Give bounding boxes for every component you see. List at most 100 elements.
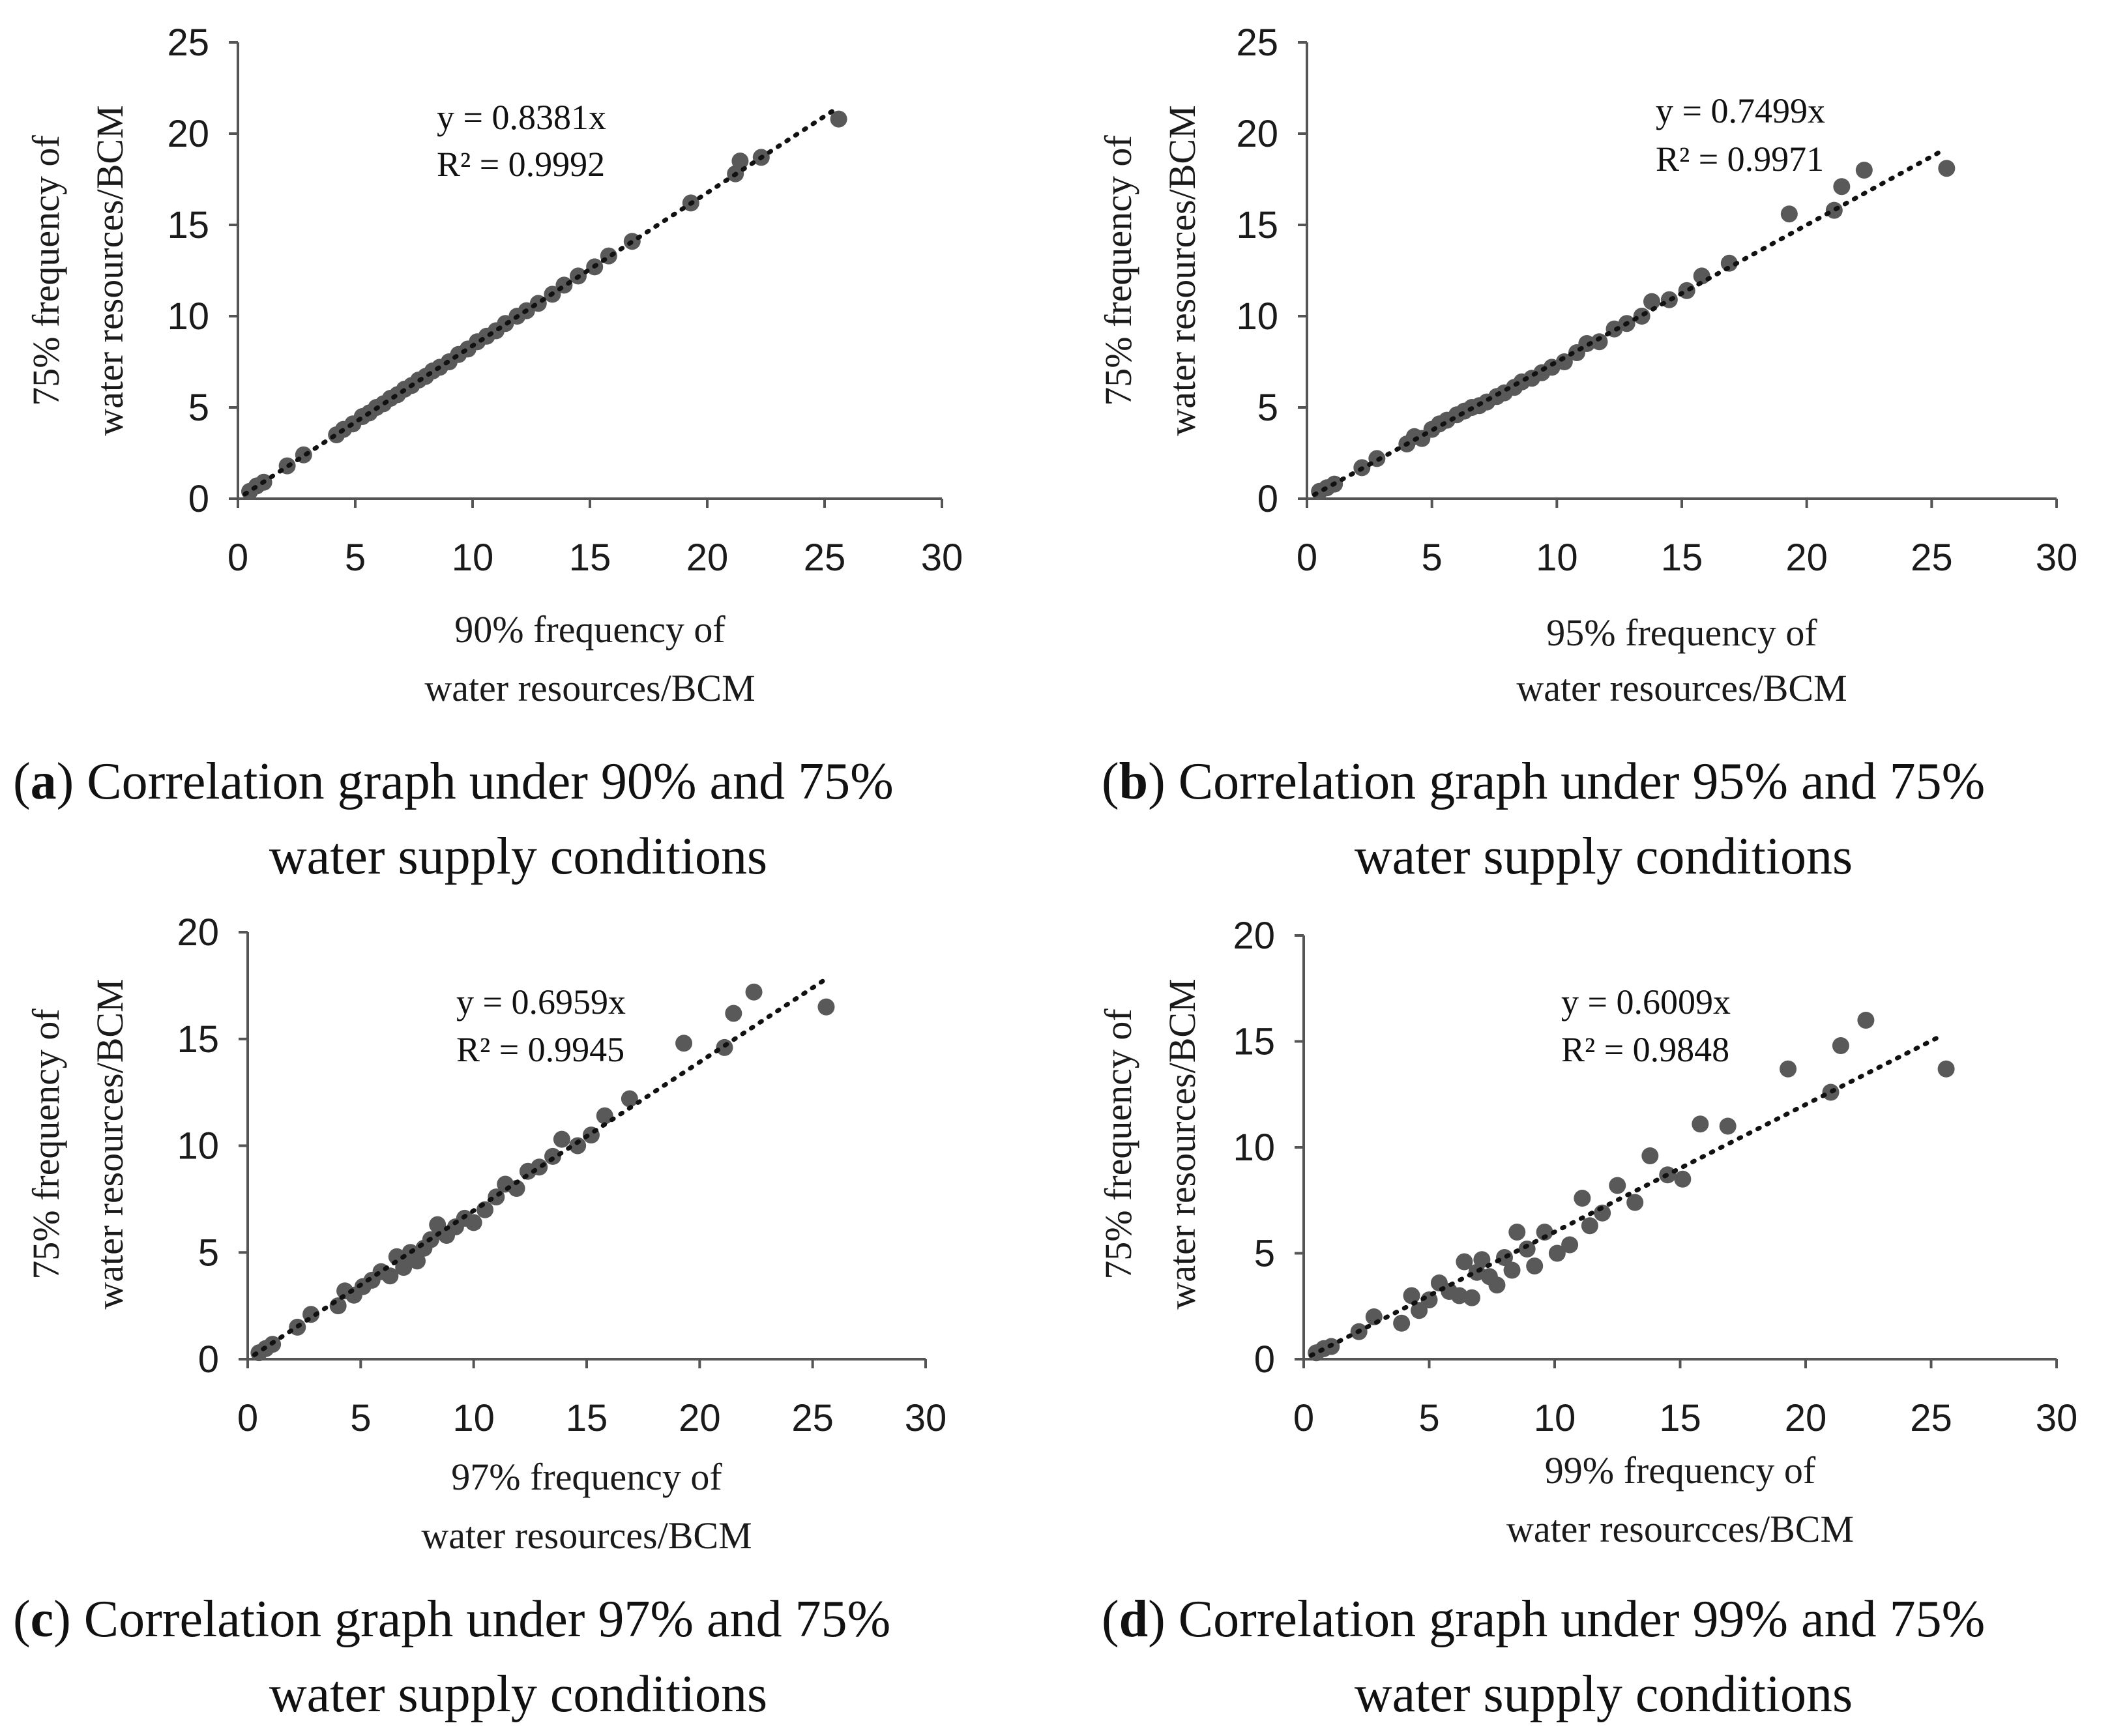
x-tick-label: 0 [1297, 537, 1317, 579]
x-tick-label: 15 [1659, 1397, 1701, 1439]
y-tick-label: 5 [188, 387, 209, 429]
data-point [1832, 1037, 1849, 1054]
x-tick-label: 10 [452, 1397, 495, 1439]
data-point [508, 1180, 525, 1197]
data-point [725, 1005, 742, 1022]
data-point [329, 1297, 347, 1315]
y-axis-title-line2: water resources/BCM [1161, 105, 1203, 435]
caption-paren-open: ( [1102, 1591, 1119, 1648]
y-axis-title-line1: 75% frequency of [25, 135, 67, 406]
chart-panel-c: 0 5 10 15 20 0 5 10 15 20 25 30 97% frequency of wate… [13, 911, 946, 1723]
trendline [1312, 147, 1946, 497]
data-point [1536, 1224, 1553, 1241]
caption-text: Correlation graph under 90% and 75% [74, 753, 893, 810]
trendline-equation: y = 0.6009x [1561, 982, 1731, 1022]
x-tick-label: 30 [2036, 1397, 2078, 1439]
data-point [1591, 333, 1608, 351]
data-point [1643, 293, 1660, 310]
x-tick-label: 25 [791, 1397, 834, 1439]
y-tick-label: 15 [1233, 1021, 1275, 1063]
data-point [1692, 1115, 1709, 1133]
data-point [1938, 160, 1956, 177]
y-tick-label: 10 [1236, 295, 1278, 338]
data-point [830, 110, 847, 128]
data-point [596, 1107, 613, 1125]
data-point [395, 1259, 413, 1276]
y-tick-label: 10 [1233, 1126, 1275, 1169]
caption-text: Correlation graph under 99% and 75% [1166, 1591, 1985, 1648]
data-point [1450, 1287, 1468, 1304]
caption-letter: b [1119, 753, 1149, 810]
y-tick-label: 0 [188, 478, 209, 520]
trendline-r-squared: R² = 0.9945 [456, 1030, 624, 1069]
caption-paren-close: ) [53, 1591, 71, 1648]
data-point [1641, 1147, 1659, 1164]
data-point [477, 1201, 493, 1218]
y-tick-label: 20 [167, 113, 209, 155]
y-tick-label: 20 [177, 911, 219, 954]
x-axis-title-line1: 95% frequency of [1546, 611, 1817, 654]
x-tick-label: 10 [1536, 537, 1578, 579]
y-tick-label: 20 [1236, 113, 1278, 155]
caption-paren-open: ( [1102, 753, 1119, 810]
data-point [1674, 1170, 1692, 1188]
caption-letter: c [31, 1591, 54, 1648]
panel-caption-line2: water supply conditions [269, 1666, 767, 1723]
panel-caption-line2: water supply conditions [1355, 1666, 1853, 1723]
chart-panel-d: 0 5 10 15 20 0 5 10 15 20 25 30 99% frequency of wate… [1097, 915, 2077, 1723]
y-tick-label: 15 [177, 1018, 219, 1061]
y-tick-label: 5 [1257, 387, 1278, 429]
x-tick-label: 5 [350, 1397, 371, 1439]
caption-paren-open: ( [13, 753, 31, 810]
panel-caption-line2: water supply conditions [1355, 828, 1853, 885]
data-point [553, 1130, 570, 1148]
y-axis-title-line1: 75% frequency of [1097, 135, 1139, 406]
x-tick-label: 5 [345, 537, 366, 579]
data-point [555, 276, 573, 294]
data-point [1678, 282, 1695, 299]
data-point [1526, 1258, 1544, 1274]
data-point [675, 1035, 693, 1052]
x-tick-label: 15 [566, 1397, 608, 1439]
y-axis-title-line2: water resources/BCM [89, 105, 131, 435]
data-point [1780, 1060, 1797, 1078]
data-point [1833, 178, 1851, 196]
y-tick-label: 25 [1236, 22, 1278, 64]
y-axis-title-line1: 75% frequency of [1097, 1008, 1139, 1280]
trendline [1309, 1032, 1946, 1358]
panel-caption-line1: (d) Correlation graph under 99% and 75% [1102, 1591, 1985, 1648]
data-point [1411, 1302, 1428, 1319]
data-point [1488, 1276, 1506, 1294]
x-axis-title-line1: 97% frequency of [451, 1456, 722, 1498]
y-axis-title-line1: 75% frequency of [25, 1008, 67, 1280]
y-axis-title: 75% frequency of water resources/BCM [25, 978, 131, 1309]
data-point [1393, 1314, 1411, 1332]
data-point [1719, 1117, 1737, 1135]
data-point [1581, 1217, 1598, 1235]
trendline-r-squared: R² = 0.9848 [1561, 1030, 1729, 1069]
x-tick-label: 25 [1910, 1397, 1952, 1439]
y-tick-label: 10 [177, 1125, 219, 1168]
x-tick-label: 10 [452, 537, 494, 579]
x-axis-title-line2: water resources/BCM [421, 1514, 752, 1557]
data-point [1503, 1261, 1521, 1279]
x-tick-label: 20 [679, 1397, 721, 1439]
trendline [242, 106, 839, 497]
panel-caption-line2: water supply conditions [269, 828, 767, 885]
x-tick-label: 0 [237, 1397, 258, 1439]
data-point [1626, 1194, 1644, 1211]
y-tick-label: 10 [167, 295, 209, 338]
x-tick-label: 15 [1661, 537, 1703, 579]
y-tick-label: 0 [198, 1338, 219, 1381]
data-point [569, 1137, 587, 1155]
trendline-r-squared: R² = 0.9971 [1656, 140, 1824, 179]
x-axis-title-line2: water resourcces/BCM [1506, 1508, 1854, 1550]
data-point [544, 1147, 561, 1165]
data-point [817, 998, 835, 1016]
y-axis-title: 75% frequency of water resources/BCM [1097, 978, 1203, 1309]
caption-paren-open: ( [13, 1591, 31, 1648]
x-tick-label: 0 [1293, 1397, 1314, 1439]
data-point [1463, 1289, 1480, 1306]
x-tick-label: 5 [1422, 537, 1443, 579]
